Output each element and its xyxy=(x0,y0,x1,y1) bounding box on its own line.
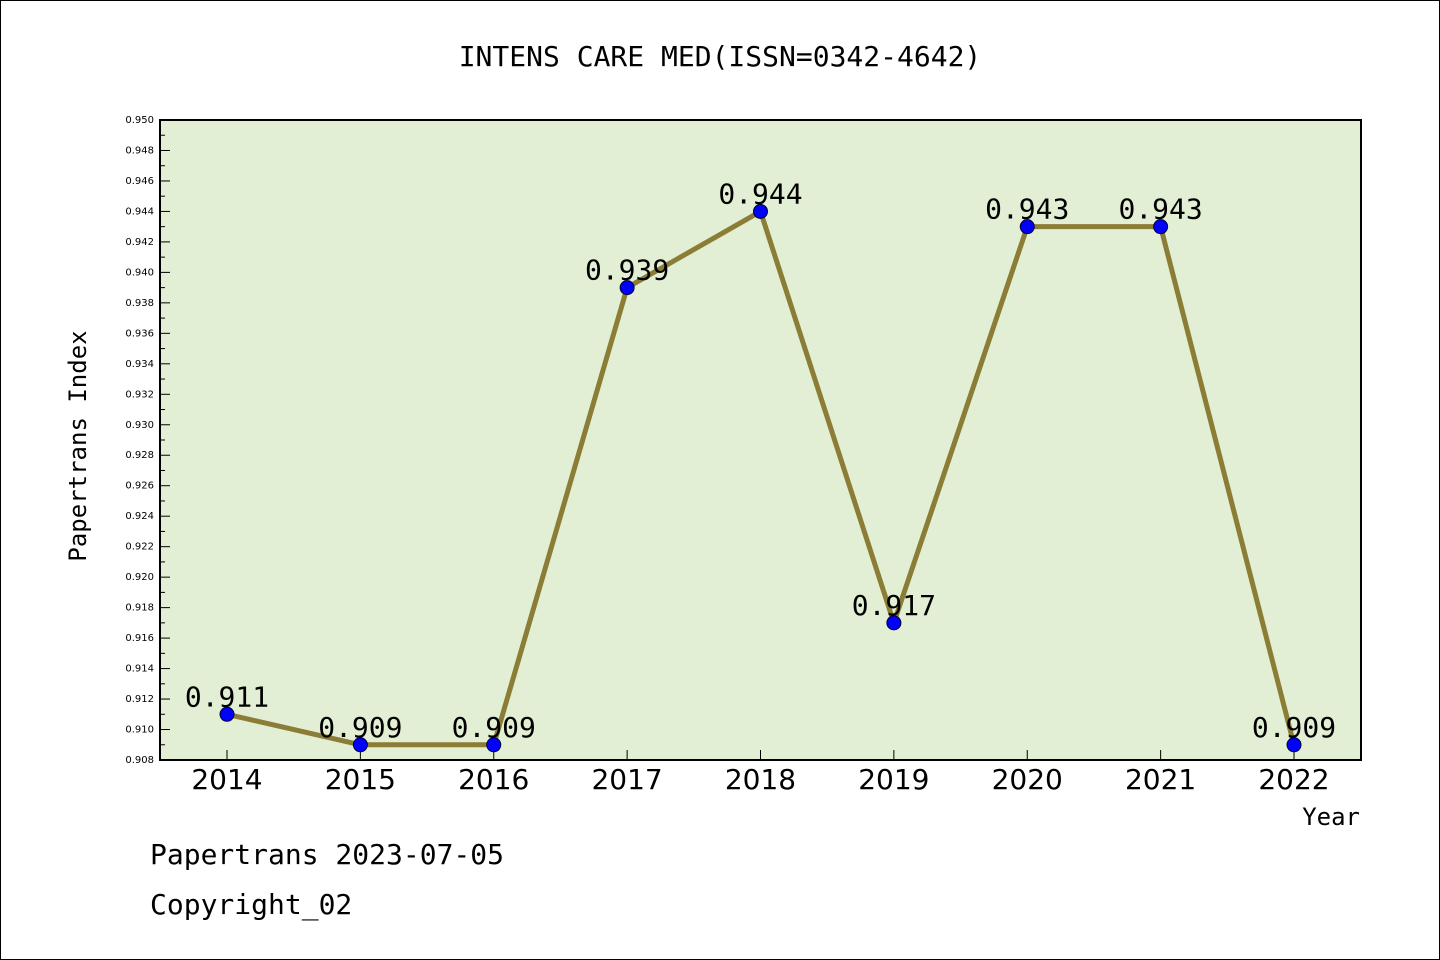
data-point xyxy=(1153,219,1169,235)
x-tick-label: 2015 xyxy=(325,763,396,796)
x-tick-label: 2021 xyxy=(1125,763,1196,796)
data-point xyxy=(886,615,902,631)
y-tick-label: 0.908 xyxy=(125,755,154,766)
y-tick-label: 0.930 xyxy=(125,420,154,431)
y-axis-label: Papertrans Index xyxy=(64,330,92,561)
y-axis: 0.908 0.910 0.912 0.914 0.916 0.918 0.920 0.922… xyxy=(125,115,170,766)
x-tick-label: 2014 xyxy=(191,763,262,796)
y-tick-label: 0.944 xyxy=(125,206,154,217)
data-point xyxy=(352,737,368,753)
y-tick-label: 0.920 xyxy=(125,572,154,583)
y-tick-label: 0.938 xyxy=(125,298,154,309)
series-layer xyxy=(219,203,1302,753)
x-axis-label: Year xyxy=(1302,803,1360,831)
data-label: 0.909 xyxy=(318,711,402,744)
y-tick-label: 0.942 xyxy=(125,237,154,248)
y-tick-label: 0.910 xyxy=(125,725,154,736)
data-label: 0.939 xyxy=(585,254,669,287)
data-label: 0.944 xyxy=(718,177,802,210)
x-axis: 2014 2015 2016 2017 2018 2019 2020 2021 2022 xyxy=(191,750,1330,796)
data-label: 0.909 xyxy=(1252,711,1336,744)
y-tick-label: 0.936 xyxy=(125,328,154,339)
x-tick-label: 2017 xyxy=(591,763,662,796)
chart-title: INTENS CARE MED(ISSN=0342-4642) xyxy=(459,40,982,73)
x-tick-label: 2018 xyxy=(725,763,796,796)
data-label: 0.917 xyxy=(852,589,936,622)
data-labels: 0.911 0.909 0.909 0.939 0.944 0.917 0.943 0.943… xyxy=(185,177,1336,743)
data-point xyxy=(219,706,235,722)
data-label: 0.943 xyxy=(985,193,1069,226)
y-tick-label: 0.948 xyxy=(125,145,154,156)
x-tick-label: 2016 xyxy=(458,763,529,796)
y-tick-label: 0.916 xyxy=(125,633,154,644)
footer-date: Papertrans 2023-07-05 xyxy=(150,838,504,871)
y-tick-label: 0.922 xyxy=(125,542,154,553)
x-tick-label: 2019 xyxy=(858,763,929,796)
data-label: 0.909 xyxy=(452,711,536,744)
data-label: 0.911 xyxy=(185,680,269,713)
data-point xyxy=(1019,219,1035,235)
x-tick-label: 2020 xyxy=(992,763,1063,796)
y-tick-label: 0.934 xyxy=(125,359,154,370)
y-tick-label: 0.940 xyxy=(125,267,154,278)
y-tick-label: 0.932 xyxy=(125,389,154,400)
y-tick-label: 0.912 xyxy=(125,694,154,705)
x-tick-label: 2022 xyxy=(1258,763,1329,796)
data-point xyxy=(1286,737,1302,753)
y-tick-label: 0.918 xyxy=(125,603,154,614)
y-tick-label: 0.914 xyxy=(125,664,154,675)
data-label: 0.943 xyxy=(1118,193,1202,226)
y-tick-label: 0.950 xyxy=(125,115,154,126)
y-tick-label: 0.946 xyxy=(125,176,154,187)
y-tick-label: 0.926 xyxy=(125,481,154,492)
data-point xyxy=(619,280,635,296)
data-point xyxy=(486,737,502,753)
y-tick-label: 0.928 xyxy=(125,450,154,461)
footer-copyright: Copyright_02 xyxy=(150,888,352,922)
data-point xyxy=(753,203,768,219)
y-tick-label: 0.924 xyxy=(125,511,154,522)
